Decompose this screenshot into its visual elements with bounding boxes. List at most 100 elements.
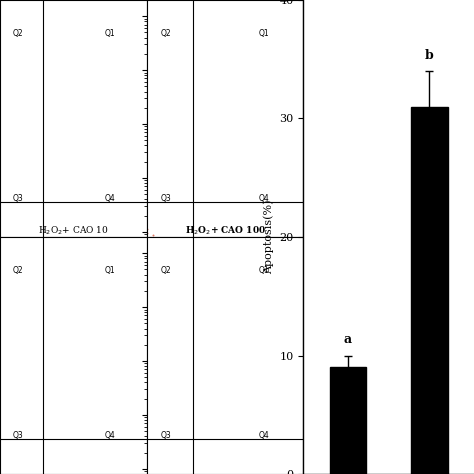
Point — [132, 284, 140, 292]
Point — [139, 282, 146, 290]
Point — [119, 267, 127, 275]
Point — [128, 252, 136, 259]
Point — [135, 257, 143, 264]
Point — [104, 286, 112, 293]
Point — [133, 292, 140, 299]
Point — [114, 279, 122, 286]
Point — [127, 247, 135, 255]
Point — [136, 473, 143, 474]
Point — [100, 279, 107, 286]
Point — [138, 238, 146, 246]
Point — [133, 251, 141, 259]
Point — [141, 290, 149, 298]
Point — [125, 254, 132, 262]
Point — [103, 284, 111, 292]
Point — [152, 258, 159, 265]
Point — [105, 289, 113, 296]
Point — [97, 292, 105, 300]
Point — [112, 255, 120, 263]
Point — [140, 282, 148, 289]
Point — [105, 276, 113, 284]
Point — [128, 272, 135, 280]
Point — [96, 289, 104, 296]
Point — [109, 288, 117, 296]
Point — [116, 286, 124, 294]
Text: Q3: Q3 — [160, 431, 171, 440]
Point — [106, 293, 113, 301]
Point — [136, 297, 143, 305]
Point — [128, 251, 136, 259]
Point — [127, 288, 134, 296]
Point — [131, 276, 139, 284]
Point — [104, 251, 111, 259]
Point — [135, 240, 143, 248]
Point — [122, 294, 130, 301]
Point — [121, 274, 128, 282]
Point — [98, 264, 106, 272]
Point — [127, 289, 134, 296]
Point — [95, 283, 102, 290]
Point — [149, 295, 156, 302]
Text: Q4: Q4 — [259, 431, 270, 440]
Point — [137, 288, 144, 295]
Point — [127, 258, 134, 265]
Point — [104, 247, 111, 255]
Point — [136, 290, 144, 298]
Point — [133, 253, 141, 260]
Point — [103, 289, 111, 297]
Point — [131, 272, 139, 280]
Point — [109, 292, 117, 299]
Point — [127, 261, 134, 269]
Point — [118, 473, 125, 474]
Point — [141, 284, 149, 292]
Point — [111, 293, 119, 301]
Point — [109, 291, 117, 299]
Point — [134, 244, 141, 251]
Point — [109, 283, 117, 291]
Point — [109, 289, 117, 296]
Point — [138, 291, 146, 298]
Point — [96, 254, 104, 262]
Point — [146, 256, 154, 264]
Point — [99, 287, 106, 295]
Point — [132, 286, 140, 293]
Point — [112, 288, 120, 295]
Point — [132, 289, 139, 297]
Point — [104, 279, 112, 287]
Point — [104, 292, 111, 299]
Point — [103, 236, 111, 243]
Point — [105, 254, 112, 262]
Point — [110, 289, 118, 297]
Point — [132, 270, 139, 278]
Point — [112, 292, 119, 300]
Point — [107, 237, 115, 245]
Point — [128, 297, 136, 304]
Point — [111, 290, 119, 297]
Point — [128, 293, 136, 301]
Text: Q2: Q2 — [12, 28, 23, 37]
Point — [108, 287, 116, 294]
Point — [134, 273, 142, 281]
Point — [109, 283, 116, 291]
Text: b: b — [425, 49, 434, 62]
Point — [106, 287, 113, 295]
Point — [138, 297, 146, 304]
Point — [93, 277, 100, 284]
Point — [107, 280, 115, 287]
Point — [105, 287, 113, 294]
Point — [124, 273, 132, 281]
Point — [132, 265, 139, 273]
Point — [131, 265, 139, 273]
Point — [98, 275, 106, 283]
Point — [112, 288, 120, 296]
Point — [103, 294, 111, 301]
Point — [141, 253, 148, 261]
Point — [101, 255, 109, 263]
Point — [128, 243, 135, 251]
Point — [122, 243, 130, 250]
Point — [130, 247, 137, 255]
Point — [128, 273, 136, 281]
Point — [113, 289, 120, 297]
Point — [109, 268, 117, 276]
Point — [106, 291, 114, 299]
